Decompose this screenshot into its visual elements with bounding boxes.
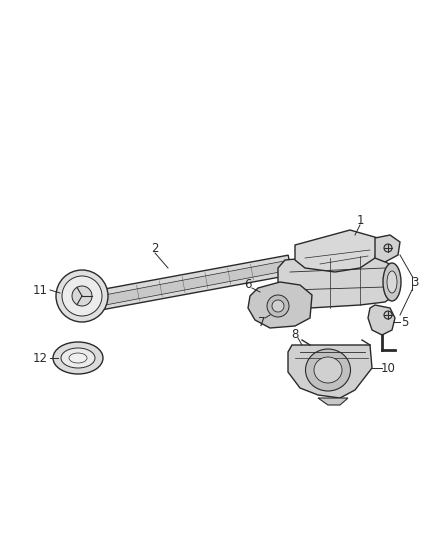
Ellipse shape (272, 300, 284, 312)
Text: 10: 10 (381, 361, 396, 375)
Text: 8: 8 (291, 328, 299, 342)
Ellipse shape (305, 349, 350, 391)
Ellipse shape (61, 348, 95, 368)
Ellipse shape (69, 353, 87, 363)
Text: 3: 3 (411, 277, 419, 289)
Ellipse shape (383, 263, 401, 301)
Ellipse shape (56, 270, 108, 322)
Text: 12: 12 (32, 351, 47, 365)
Polygon shape (368, 305, 395, 335)
Text: 5: 5 (401, 316, 409, 328)
Text: 1: 1 (356, 214, 364, 227)
Polygon shape (104, 260, 291, 305)
Ellipse shape (384, 311, 392, 319)
Text: 11: 11 (32, 284, 47, 296)
Polygon shape (98, 255, 292, 310)
Polygon shape (295, 230, 378, 272)
Ellipse shape (72, 286, 92, 306)
Ellipse shape (387, 271, 397, 293)
Text: 6: 6 (244, 279, 252, 292)
Polygon shape (278, 255, 395, 308)
Text: 7: 7 (258, 316, 266, 328)
Ellipse shape (314, 357, 342, 383)
Polygon shape (318, 398, 348, 405)
Polygon shape (288, 345, 372, 398)
Polygon shape (375, 235, 400, 262)
Ellipse shape (267, 295, 289, 317)
Text: 2: 2 (151, 241, 159, 254)
Ellipse shape (53, 342, 103, 374)
Polygon shape (248, 282, 312, 328)
Ellipse shape (62, 276, 102, 316)
Ellipse shape (384, 244, 392, 252)
